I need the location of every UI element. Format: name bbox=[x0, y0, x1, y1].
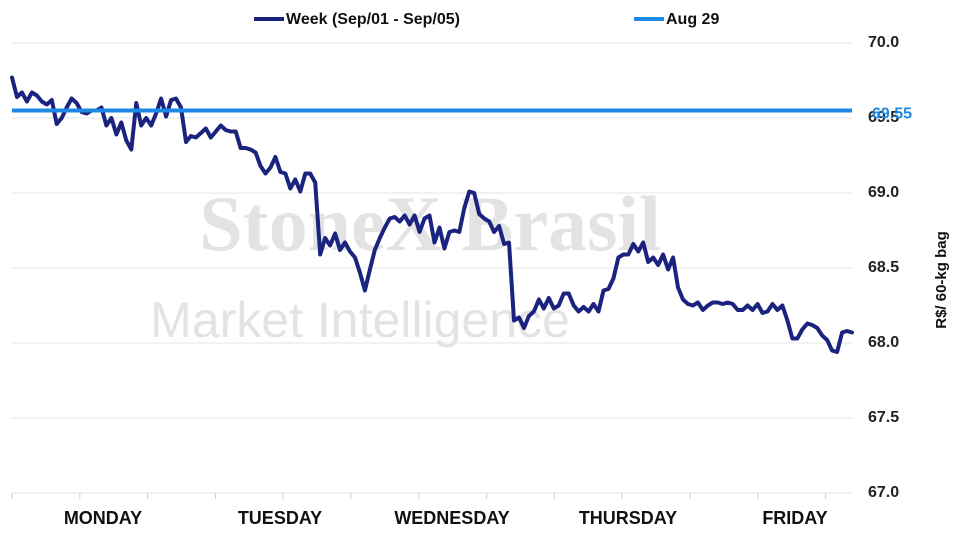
y-axis-label: R$/ 60-kg bag bbox=[933, 231, 950, 329]
y-tick-label: 67.5 bbox=[868, 409, 899, 426]
legend-label: Week (Sep/01 - Sep/05) bbox=[286, 11, 460, 28]
y-tick-label: 68.0 bbox=[868, 334, 899, 351]
x-tick-label: WEDNESDAY bbox=[394, 508, 509, 528]
series-line bbox=[10, 75, 854, 354]
y-tick-label: 70.0 bbox=[868, 34, 899, 51]
x-tick-label: MONDAY bbox=[64, 508, 142, 528]
legend-label: Aug 29 bbox=[666, 11, 719, 28]
x-tick-label: THURSDAY bbox=[579, 508, 677, 528]
watermark-subtitle: Market Intelligence bbox=[150, 292, 570, 348]
x-tick-label: FRIDAY bbox=[762, 508, 827, 528]
y-tick-label: 68.5 bbox=[868, 259, 899, 276]
value-label: 69.55 bbox=[872, 106, 912, 123]
y-tick-label: 67.0 bbox=[868, 484, 899, 501]
x-tick-label: TUESDAY bbox=[238, 508, 322, 528]
watermark: StoneX Brasil Market Intelligence bbox=[150, 180, 661, 348]
y-tick-label: 69.0 bbox=[868, 184, 899, 201]
y-tick-label: 69.5 bbox=[868, 109, 899, 126]
